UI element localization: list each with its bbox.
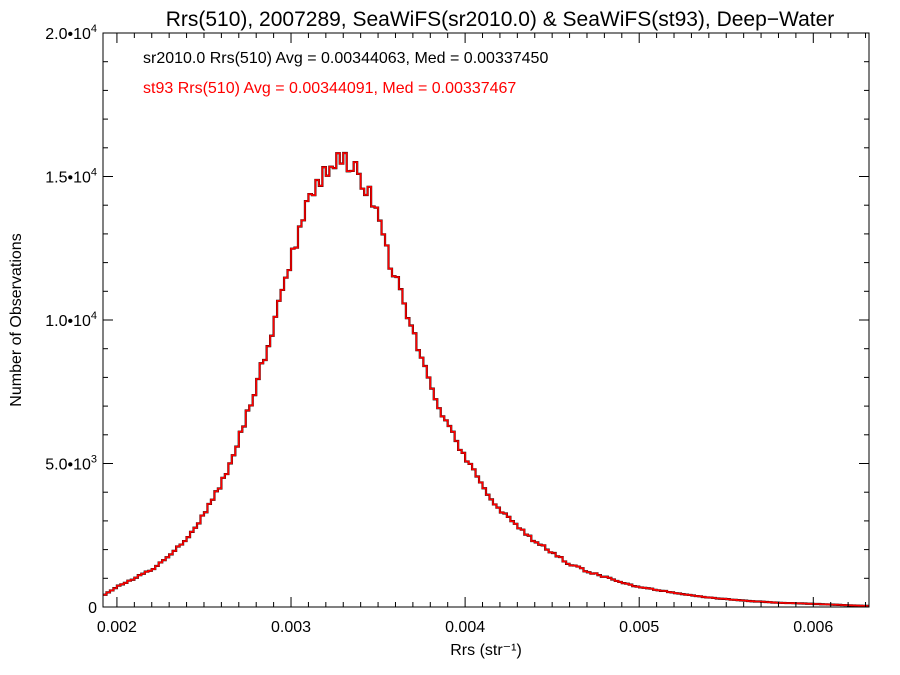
y-axis-label: Number of Observations [8,233,25,406]
x-axis-label: Rrs (str⁻¹) [450,642,522,659]
x-tick-label: 0.005 [619,619,659,636]
x-tick-label: 0.003 [271,619,311,636]
y-axis: 0 5.0•103 1.0•104 1.5•104 2.0•104 [45,23,869,617]
x-tick-label: 0.004 [445,619,485,636]
x-axis: 0.002 0.003 0.004 0.005 0.006 [97,33,867,636]
annotation-st93: st93 Rrs(510) Avg = 0.00344091, Med = 0.… [143,80,516,97]
annotation-sr2010: sr2010.0 Rrs(510) Avg = 0.00344063, Med … [143,50,548,67]
y-tick-label: 5.0•103 [45,454,97,474]
series-line-2 [103,152,869,607]
chart-title: Rrs(510), 2007289, SeaWiFS(sr2010.0) & S… [166,8,835,31]
series-layer [103,151,869,607]
y-tick-label: 0 [88,600,97,617]
y-tick-label: 2.0•104 [45,23,97,43]
y-tick-label: 1.5•104 [45,167,97,187]
x-tick-label: 0.006 [793,619,833,636]
y-tick-label: 1.0•104 [45,310,97,330]
x-tick-label: 0.002 [97,619,137,636]
